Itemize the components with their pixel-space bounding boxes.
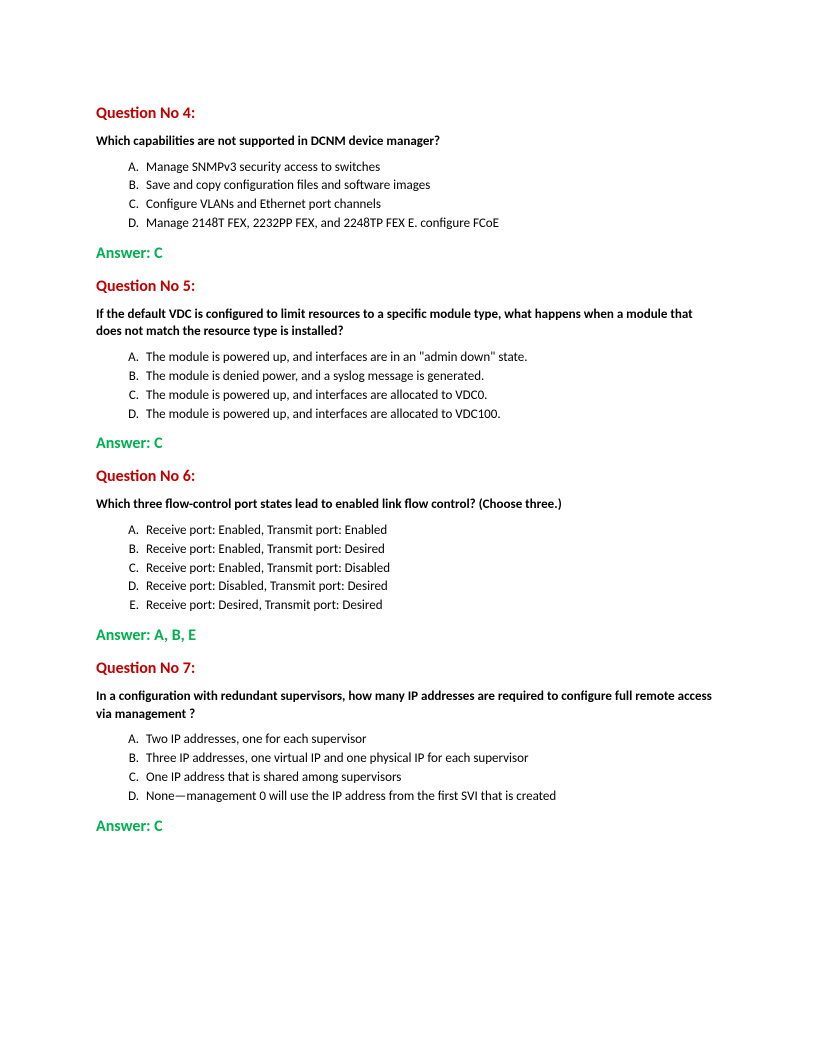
option-item: One IP address that is shared among supe…: [142, 769, 720, 788]
option-item: Two IP addresses, one for each superviso…: [142, 731, 720, 750]
option-item: The module is denied power, and a syslog…: [142, 368, 720, 387]
question-heading: Question No 6:: [96, 467, 720, 486]
option-item: Receive port: Disabled, Transmit port: D…: [142, 578, 720, 597]
question-prompt: Which three flow-control port states lea…: [96, 496, 720, 514]
answer-label: Answer: A, B, E: [96, 626, 720, 645]
option-item: Save and copy configuration files and so…: [142, 177, 720, 196]
question-heading: Question No 5:: [96, 277, 720, 296]
option-item: Receive port: Enabled, Transmit port: Di…: [142, 560, 720, 579]
option-item: Receive port: Desired, Transmit port: De…: [142, 597, 720, 616]
option-item: The module is powered up, and interfaces…: [142, 406, 720, 425]
option-item: Manage 2148T FEX, 2232PP FEX, and 2248TP…: [142, 215, 720, 234]
options-list: Manage SNMPv3 security access to switche…: [96, 159, 720, 234]
page-content: Question No 4: Which capabilities are no…: [0, 0, 816, 836]
options-list: The module is powered up, and interfaces…: [96, 349, 720, 424]
option-item: Receive port: Enabled, Transmit port: En…: [142, 522, 720, 541]
option-item: The module is powered up, and interfaces…: [142, 349, 720, 368]
answer-label: Answer: C: [96, 817, 720, 836]
options-list: Two IP addresses, one for each superviso…: [96, 731, 720, 806]
option-item: Receive port: Enabled, Transmit port: De…: [142, 541, 720, 560]
question-prompt: Which capabilities are not supported in …: [96, 133, 720, 151]
answer-label: Answer: C: [96, 434, 720, 453]
question-heading: Question No 7:: [96, 659, 720, 678]
option-item: Three IP addresses, one virtual IP and o…: [142, 750, 720, 769]
question-prompt: In a configuration with redundant superv…: [96, 688, 720, 723]
question-prompt: If the default VDC is configured to limi…: [96, 306, 720, 341]
option-item: None—management 0 will use the IP addres…: [142, 788, 720, 807]
option-item: Configure VLANs and Ethernet port channe…: [142, 196, 720, 215]
options-list: Receive port: Enabled, Transmit port: En…: [96, 522, 720, 616]
answer-label: Answer: C: [96, 244, 720, 263]
option-item: Manage SNMPv3 security access to switche…: [142, 159, 720, 178]
question-heading: Question No 4:: [96, 104, 720, 123]
option-item: The module is powered up, and interfaces…: [142, 387, 720, 406]
